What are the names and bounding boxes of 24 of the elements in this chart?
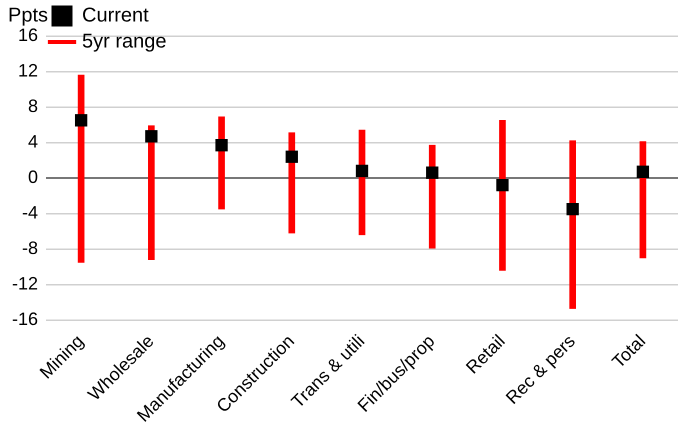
point <box>496 178 509 192</box>
point <box>426 166 438 179</box>
bar <box>569 140 576 309</box>
y-tick-label: -8 <box>22 238 38 258</box>
y-tick-label: 12 <box>18 60 38 80</box>
y-tick-label: -12 <box>12 274 38 294</box>
legend-label: Current <box>82 4 150 27</box>
point <box>286 150 298 163</box>
y-tick-label: -16 <box>12 309 38 330</box>
legend-label: 5yr range <box>82 30 167 53</box>
y-tick-label: 4 <box>28 131 38 152</box>
bar <box>78 74 84 263</box>
point <box>566 202 579 216</box>
y-tick-label: 16 <box>18 24 38 45</box>
y-tick-label: 0 <box>28 167 38 188</box>
point <box>145 130 158 142</box>
point <box>636 166 650 178</box>
y-tick-label: 8 <box>28 96 38 116</box>
y-tick-label: -4 <box>22 202 38 223</box>
point <box>215 139 228 152</box>
point <box>74 114 88 126</box>
point <box>356 164 368 178</box>
bar <box>499 120 506 271</box>
y-axis-title: Ppts <box>8 4 48 27</box>
